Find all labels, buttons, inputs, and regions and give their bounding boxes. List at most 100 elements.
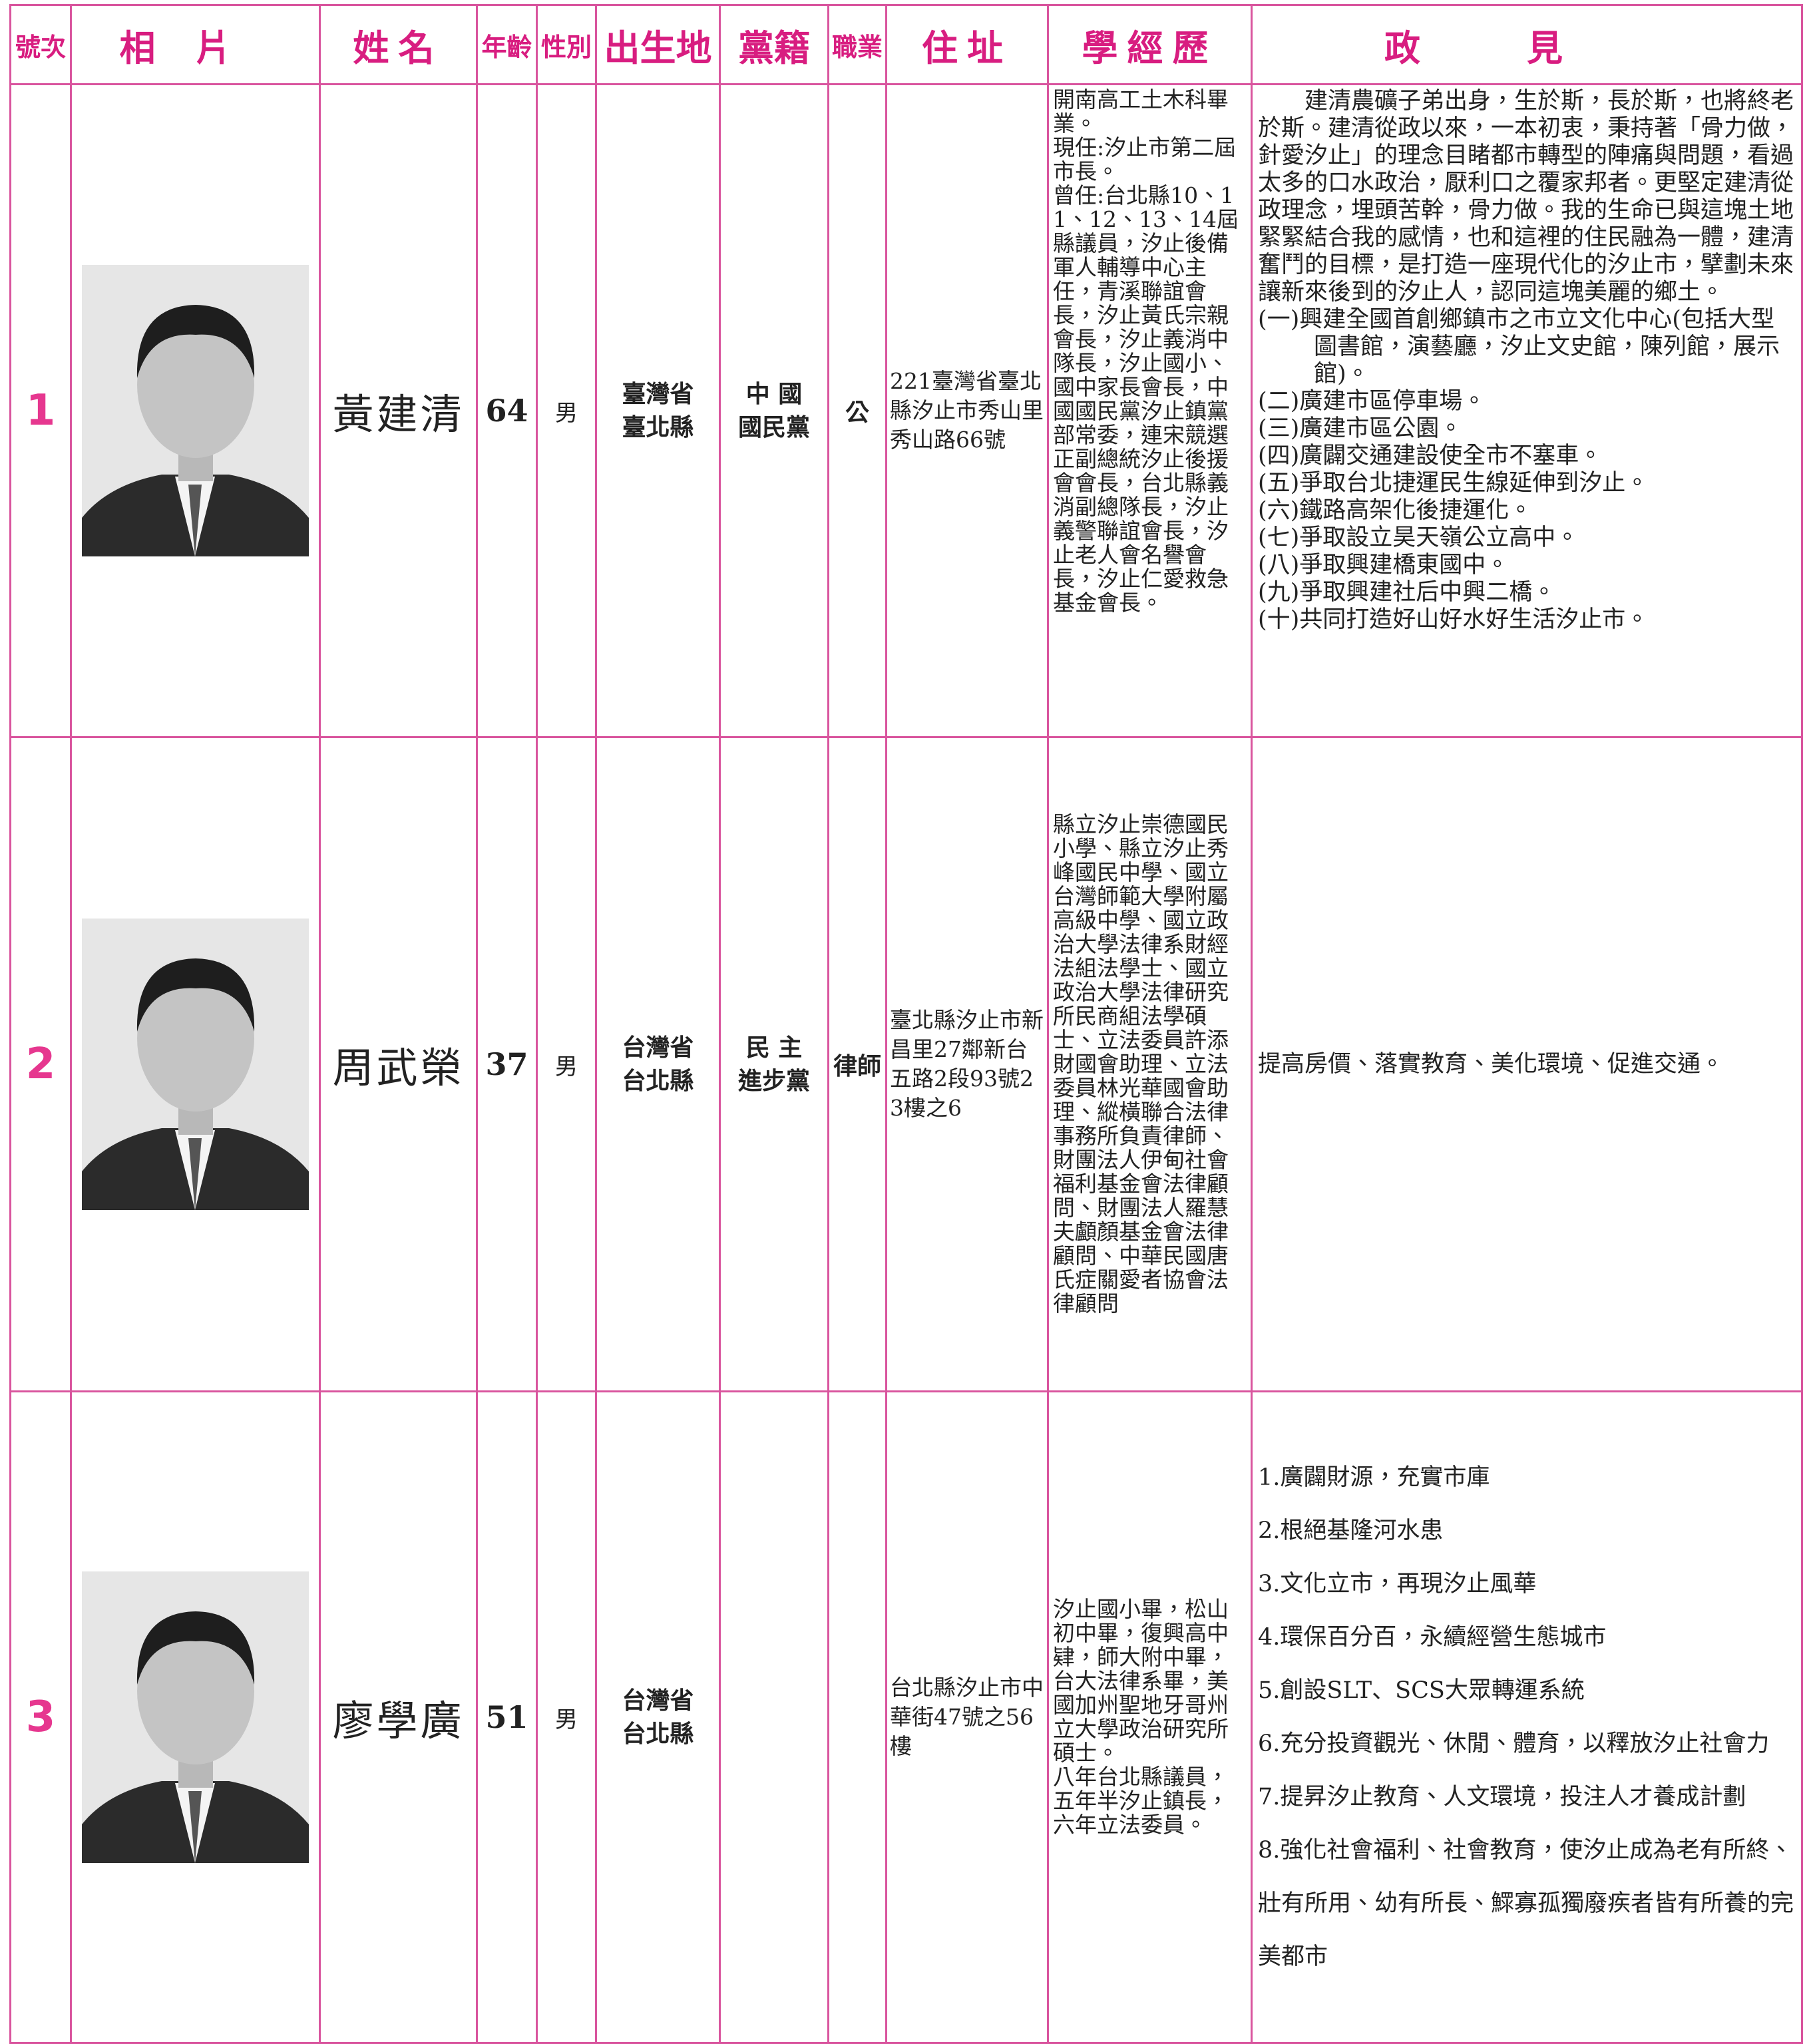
cell: 3: [9, 1390, 72, 2044]
candidate-table: 號次 相片 姓名 年齡 性別 出生地 黨籍 職業 住址 學經歷 政見 1 黃建清 64 男臺灣省 臺北縣中 …: [9, 4, 1803, 2044]
experience-paragraph: 縣立汐止崇德國民小學、縣立汐止秀峰國民中學、國立台灣師範大學附屬高級中學、國立政…: [1053, 811, 1229, 1317]
column-header: 政見: [1251, 4, 1803, 85]
table-body: 1 黃建清 64 男臺灣省 臺北縣中 國國民黨公 221臺灣省臺北縣汐止市秀山里秀山路66…: [9, 83, 1803, 2044]
address: 221臺灣省臺北縣汐止市秀山里秀山路66號: [890, 368, 1044, 453]
candidate-row: 3 廖學廣 51 男台灣省 台北縣 台北縣汐止市中華街47號之56樓 汐止國小畢，松山初中畢…: [9, 1390, 1803, 2044]
birthplace-line: 臺灣省: [622, 380, 694, 408]
cell: 提高房價、落實教育、美化環境、促進交通。: [1251, 736, 1803, 1392]
candidate-name: 黃建清: [332, 390, 465, 439]
party-line: 中 國: [745, 380, 803, 408]
experience-paragraph: 開南高工土木科畢業。: [1053, 87, 1229, 136]
cell: 台灣省 台北縣: [595, 736, 721, 1392]
platform-item: (七)爭取設立昊天嶺公立高中。: [1258, 524, 1579, 551]
experience-paragraph: 汐止國小畢，松山初中畢，復興高中肄，師大附中畢，台大法律系畢，美國加州聖地牙哥州…: [1053, 1596, 1229, 1766]
column-header: 出生地: [595, 4, 721, 85]
platform-item: 提高房價、落實教育、美化環境、促進交通。: [1258, 1050, 1724, 1078]
cell: 2: [9, 736, 72, 1392]
column-header: 相片: [70, 4, 321, 85]
cell: 男: [536, 736, 597, 1392]
cell: [70, 736, 321, 1392]
birthplace-line: 台灣省: [622, 1687, 694, 1715]
column-header: 年齡: [476, 4, 538, 85]
candidate-row: 2 周武榮 37 男台灣省 台北縣民 主進步黨 律師 臺北縣汐止市新昌里27鄰新台五路2段9…: [9, 736, 1803, 1392]
cell: 民 主進步黨: [719, 736, 829, 1392]
cell: 律師: [827, 736, 887, 1392]
platform-item: 3.文化立市，再現汐止風華: [1258, 1571, 1537, 1597]
birthplace-line: 臺北縣: [622, 413, 694, 441]
cell: 周武榮: [319, 736, 478, 1392]
column-header: 學經歷: [1047, 4, 1253, 85]
birthplace-line: 台北縣: [622, 1067, 694, 1095]
cell: 1: [9, 83, 72, 738]
cell: 男: [536, 83, 597, 738]
column-header: 住址: [885, 4, 1049, 85]
cell: 221臺灣省臺北縣汐止市秀山里秀山路66號: [885, 83, 1049, 738]
address: 台北縣汐止市中華街47號之56樓: [890, 1675, 1044, 1759]
cell: [719, 1390, 829, 2044]
cell: 37: [476, 736, 538, 1392]
platform-item: 8.強化社會福利、社會教育，使汐止成為老有所終、壯有所用、幼有所長、鰥寡孤獨廢疾…: [1258, 1837, 1794, 1970]
candidate-number: 2: [25, 1040, 56, 1089]
platform-item: (四)廣闢交通建設使全市不塞車。: [1258, 443, 1603, 469]
cell: [70, 1390, 321, 2044]
party-line: 國民黨: [737, 413, 810, 441]
cell: 建清農礦子弟出身，生於斯，長於斯，也將終老於斯。建清從政以來，一本初衷，秉持著「…: [1251, 83, 1803, 738]
platform-item: 7.提昇汐止教育、人文環境，投注人才養成計劃: [1258, 1784, 1746, 1810]
column-header: 號次: [9, 4, 72, 85]
candidate-number: 1: [25, 386, 56, 435]
platform-item: (八)爭取興建橋東國中。: [1258, 552, 1509, 578]
candidate-row: 1 黃建清 64 男臺灣省 臺北縣中 國國民黨公 221臺灣省臺北縣汐止市秀山里秀山路66…: [9, 83, 1803, 738]
occupation: 公: [845, 399, 869, 427]
experience-paragraph: 現任:汐止市第二屆市長。: [1053, 134, 1237, 184]
birthplace-line: 台北縣: [622, 1720, 694, 1748]
cell: 中 國國民黨: [719, 83, 829, 738]
cell: 台灣省 台北縣: [595, 1390, 721, 2044]
party-line: 民 主: [745, 1034, 803, 1062]
platform-item: (五)爭取台北捷運民生線延伸到汐止。: [1258, 470, 1649, 497]
party-line: 進步黨: [737, 1067, 810, 1095]
cell: [827, 1390, 887, 2044]
cell: 公: [827, 83, 887, 738]
platform-item: 2.根絕基隆河水患: [1258, 1518, 1444, 1544]
candidate-sex: 男: [555, 399, 578, 427]
platform-item: 1.廣闢財源，充實市庫: [1258, 1464, 1490, 1491]
birthplace-line: 台灣省: [622, 1034, 694, 1062]
platform-item: 5.創設SLT、SCS大眾轉運系統: [1258, 1677, 1585, 1704]
candidate-photo: [82, 265, 309, 556]
column-header: 性別: [536, 4, 597, 85]
cell: 男: [536, 1390, 597, 2044]
platform-item: (六)鐵路高架化後捷運化。: [1258, 497, 1533, 524]
experience-paragraph: 曾任:台北縣10、11、12、13、14屆縣議員，汐止後備軍人輔導中心主任，青溪…: [1053, 182, 1239, 616]
cell: 縣立汐止崇德國民小學、縣立汐止秀峰國民中學、國立台灣師範大學附屬高級中學、國立政…: [1047, 736, 1253, 1392]
candidate-number: 3: [25, 1693, 56, 1742]
candidate-name: 周武榮: [332, 1044, 465, 1092]
column-header: 黨籍: [719, 4, 829, 85]
cell: 51: [476, 1390, 538, 2044]
experience-paragraph: 八年台北縣議員，五年半汐止鎮長，六年立法委員。: [1053, 1764, 1229, 1838]
candidate-sex: 男: [555, 1706, 578, 1733]
platform-item: (十)共同打造好山好水好生活汐止市。: [1258, 606, 1649, 633]
platform-item: (二)廣建市區停車場。: [1258, 388, 1486, 415]
cell: 黃建清: [319, 83, 478, 738]
candidate-age: 51: [485, 1699, 528, 1735]
candidate-photo: [82, 1571, 309, 1863]
cell: 台北縣汐止市中華街47號之56樓: [885, 1390, 1049, 2044]
cell: 廖學廣: [319, 1390, 478, 2044]
candidate-photo: [82, 919, 309, 1210]
platform-item: (三)廣建市區公園。: [1258, 415, 1463, 442]
column-header: 職業: [827, 4, 887, 85]
occupation: 律師: [833, 1052, 881, 1080]
candidate-age: 64: [485, 393, 528, 429]
cell: 1.廣闢財源，充實市庫 2.根絕基隆河水患 3.文化立市，再現汐止風華 4.環保百分百…: [1251, 1390, 1803, 2044]
cell: 64: [476, 83, 538, 738]
cell: 汐止國小畢，松山初中畢，復興高中肄，師大附中畢，台大法律系畢，美國加州聖地牙哥州…: [1047, 1390, 1253, 2044]
candidate-name: 廖學廣: [332, 1697, 465, 1745]
candidate-age: 37: [485, 1046, 528, 1082]
cell: [70, 83, 321, 738]
platform-item: 4.環保百分百，永續經營生態城市: [1258, 1624, 1607, 1651]
column-header: 姓名: [319, 4, 478, 85]
cell: 臺北縣汐止市新昌里27鄰新台五路2段93號23樓之6: [885, 736, 1049, 1392]
cell: 臺灣省 臺北縣: [595, 83, 721, 738]
platform-item: 6.充分投資觀光、休閒、體育，以釋放汐止社會力: [1258, 1731, 1770, 1757]
